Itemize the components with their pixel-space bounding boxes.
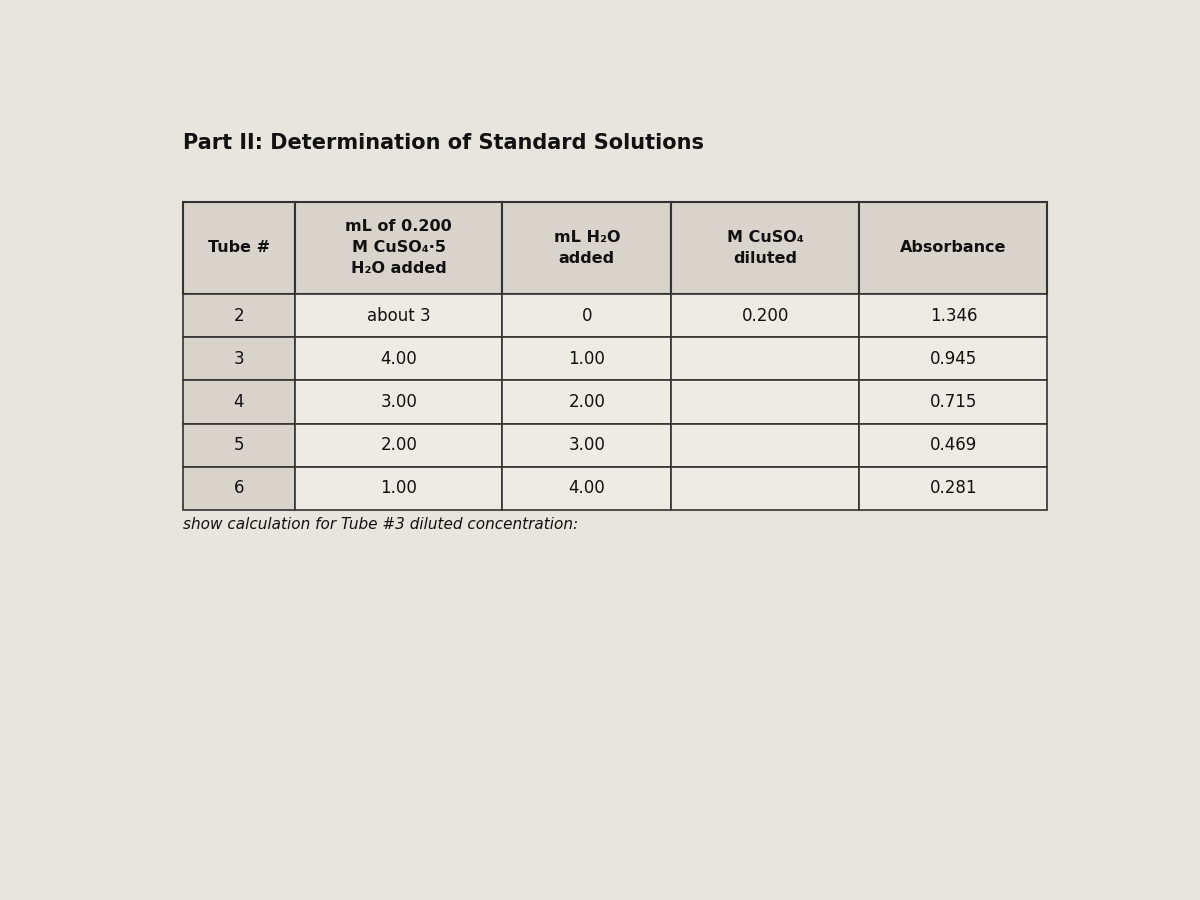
Text: Tube #: Tube # (208, 240, 270, 256)
Bar (182, 467, 295, 510)
Text: 0.945: 0.945 (930, 350, 977, 368)
Bar (502, 294, 672, 338)
Bar (672, 467, 859, 510)
Bar (502, 381, 672, 424)
Bar (672, 381, 859, 424)
Text: 1.346: 1.346 (930, 307, 977, 325)
Bar (502, 202, 672, 294)
Text: 4: 4 (234, 393, 245, 411)
Bar (295, 381, 502, 424)
Bar (502, 424, 672, 467)
Bar (672, 202, 859, 294)
Text: 4.00: 4.00 (569, 480, 605, 498)
Bar (182, 381, 295, 424)
Bar (859, 424, 1048, 467)
Text: mL of 0.200
M CuSO₄·5
H₂O added: mL of 0.200 M CuSO₄·5 H₂O added (346, 220, 452, 276)
Bar (502, 467, 672, 510)
Text: show calculation for Tube #3 diluted concentration:: show calculation for Tube #3 diluted con… (182, 517, 577, 532)
Bar (295, 202, 502, 294)
Text: Part II: Determination of Standard Solutions: Part II: Determination of Standard Solut… (182, 133, 703, 153)
Text: 1.00: 1.00 (569, 350, 605, 368)
Bar (295, 424, 502, 467)
Bar (859, 338, 1048, 381)
Bar (672, 338, 859, 381)
Text: 3.00: 3.00 (380, 393, 418, 411)
Bar (859, 202, 1048, 294)
Text: M CuSO₄
diluted: M CuSO₄ diluted (727, 230, 804, 266)
Bar (859, 381, 1048, 424)
Bar (295, 294, 502, 338)
Bar (295, 467, 502, 510)
Text: 5: 5 (234, 436, 245, 454)
Text: about 3: about 3 (367, 307, 431, 325)
Text: 2.00: 2.00 (380, 436, 418, 454)
Text: 0.469: 0.469 (930, 436, 977, 454)
Text: mL H₂O
added: mL H₂O added (553, 230, 620, 266)
Text: Absorbance: Absorbance (900, 240, 1007, 256)
Text: 0.200: 0.200 (742, 307, 790, 325)
Bar (182, 294, 295, 338)
Bar (182, 424, 295, 467)
Text: 4.00: 4.00 (380, 350, 418, 368)
Bar (502, 338, 672, 381)
Bar (859, 467, 1048, 510)
Bar (182, 202, 295, 294)
Bar (672, 424, 859, 467)
Text: 0: 0 (582, 307, 592, 325)
Text: 0.281: 0.281 (930, 480, 977, 498)
Bar (182, 338, 295, 381)
Bar (859, 294, 1048, 338)
Bar (295, 338, 502, 381)
Text: 0.715: 0.715 (930, 393, 977, 411)
Text: 2: 2 (234, 307, 245, 325)
Text: 3: 3 (234, 350, 245, 368)
Text: 3.00: 3.00 (569, 436, 605, 454)
Text: 2.00: 2.00 (569, 393, 605, 411)
Text: 6: 6 (234, 480, 245, 498)
Text: 1.00: 1.00 (380, 480, 418, 498)
Bar (672, 294, 859, 338)
